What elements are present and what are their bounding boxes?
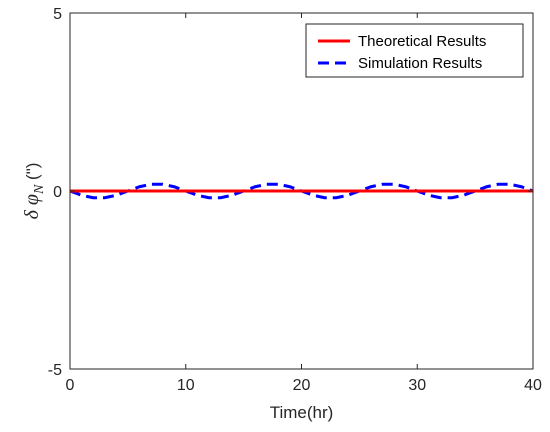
y-axis-label-unit: (") [23,163,42,185]
x-tick-label: 40 [524,377,542,394]
y-axis-label-main: δ φ [21,194,43,219]
series-layer [69,182,534,200]
x-tick-label: 20 [293,377,311,394]
legend-box [305,23,524,78]
legend-label: Simulation Results [358,55,482,72]
x-tick-label: 10 [177,377,195,394]
x-axis-label: Time(hr) [270,403,334,422]
y-tick-label: 5 [53,6,62,23]
legend: Theoretical Results Simulation Results [305,23,524,78]
legend-label: Theoretical Results [358,33,486,50]
ticks-layer: 0 10 20 30 40-505 [48,6,542,394]
y-axis-label: δ φN (") [21,163,47,220]
y-axis-label-subscript: N [32,184,47,195]
y-tick-label: -5 [48,362,62,379]
x-tick-label: 30 [408,377,426,394]
x-tick-label: 0 [66,377,75,394]
y-tick-label: 0 [53,184,62,201]
